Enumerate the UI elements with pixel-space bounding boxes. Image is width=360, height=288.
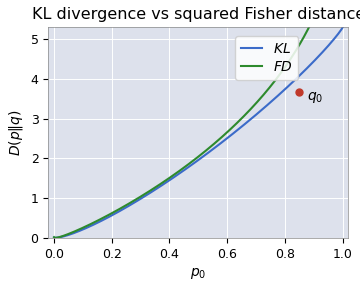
$FD$: [52, 236, 56, 239]
$KL$: [185, 166, 189, 170]
Line: $FD$: $FD$: [54, 27, 309, 238]
Y-axis label: $D(p\|q)$: $D(p\|q)$: [7, 109, 25, 156]
$KL$: [52, 236, 56, 239]
$KL$: [341, 26, 345, 29]
$FD$: [279, 71, 283, 74]
$KL$: [53, 236, 58, 240]
$FD$: [67, 232, 71, 236]
Legend: $KL$, $FD$: $KL$, $FD$: [235, 36, 298, 79]
$KL$: [332, 37, 337, 40]
X-axis label: $p_0$: $p_0$: [190, 266, 207, 281]
$KL$: [67, 233, 71, 236]
Title: KL divergence vs squared Fisher distance: KL divergence vs squared Fisher distance: [32, 7, 360, 22]
$FD$: [192, 158, 197, 162]
$KL$: [192, 161, 197, 164]
$KL$: [332, 37, 337, 40]
$KL$: [279, 91, 284, 94]
Text: $q_0$: $q_0$: [307, 90, 323, 105]
Line: $KL$: $KL$: [54, 27, 343, 238]
$FD$: [185, 164, 189, 167]
